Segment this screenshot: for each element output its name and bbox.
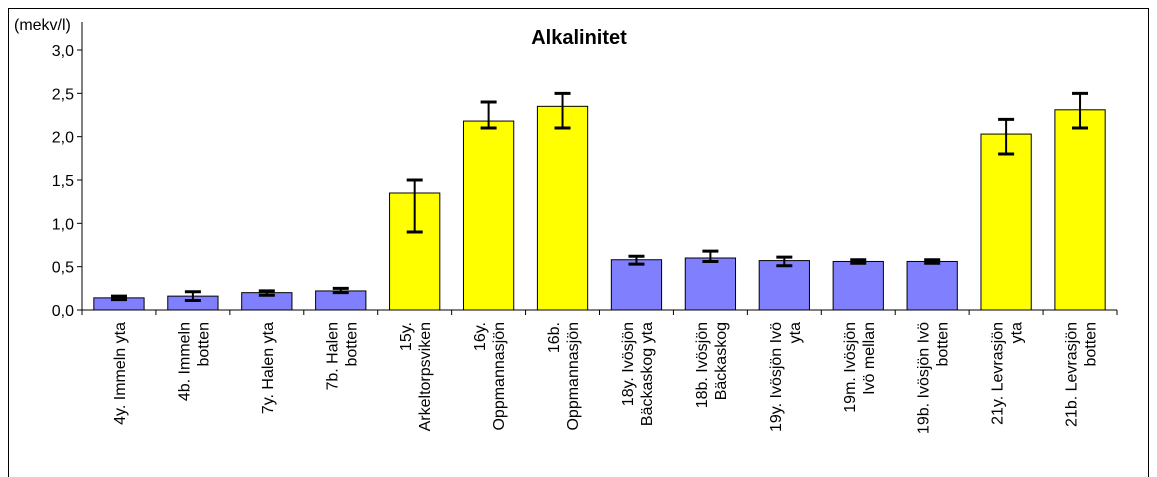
y-tick-label: 0,0 (52, 303, 74, 320)
y-tick-label: 1,0 (52, 216, 74, 233)
error-bar (998, 117, 1015, 156)
bar (610, 259, 663, 311)
error-bar (1072, 91, 1089, 130)
x-tick-label: 19y. Ivösjön Ivö yta (768, 322, 804, 432)
y-tick-label: 2,5 (52, 86, 74, 103)
x-tick-label: 18y. Ivösjön Bäckaskog yta (620, 322, 656, 426)
bars (93, 105, 1106, 311)
error-bar (628, 254, 645, 266)
error-bar (776, 255, 793, 268)
x-tick-label: 7b. Halen botten (324, 322, 360, 391)
bar (1054, 109, 1106, 311)
x-tick-label: 15y. Arkeltorpsviken (398, 322, 434, 431)
bar (980, 133, 1032, 311)
error-bar (702, 249, 719, 263)
x-tick-label: 4y. Immeln yta (112, 322, 129, 425)
bar (462, 120, 515, 311)
error-bar (554, 91, 571, 130)
error-bar (406, 178, 423, 234)
y-tick-label: 2,0 (52, 130, 74, 147)
x-tick-label: 18b. Ivösjön Bäckaskog (694, 322, 730, 408)
y-tick-label: 3,0 (52, 43, 74, 60)
error-bar (110, 294, 127, 302)
x-tick-label: 7y. Halen yta (260, 322, 277, 414)
chart-title: Alkalinitet (531, 27, 627, 49)
bar (536, 105, 589, 311)
error-bar (184, 290, 201, 302)
bar (832, 260, 884, 311)
error-bar (258, 289, 275, 297)
y-tick-label: 0,5 (52, 260, 74, 277)
error-bar (850, 258, 867, 265)
x-tick-label: 21b. Levrasjön botten (1064, 322, 1100, 427)
x-tick-label: 19b. Ivösjön Ivö botten (916, 322, 952, 434)
error-bar (332, 286, 349, 295)
y-tick-label: 1,5 (52, 173, 74, 190)
x-tick-label: 16y. Oppmannasjön (472, 322, 508, 431)
x-tick-label: 21y. Levrasjön yta (990, 322, 1026, 425)
bar (684, 257, 737, 311)
bar (758, 260, 810, 311)
x-axis-labels: 4y. Immeln yta 4b. Immeln botten 7y. Halen … (112, 322, 1100, 434)
x-tick-label: 19m. Ivösjön Ivö mellan (842, 322, 878, 413)
x-tick-label: 16b. Oppmannasjön (546, 322, 582, 431)
x-tick-label: 4b. Immeln botten (176, 322, 212, 401)
error-bars (110, 91, 1089, 302)
error-bar (480, 100, 497, 130)
y-axis-unit-label: (mekv/l) (14, 17, 71, 34)
bar (906, 260, 958, 311)
error-bar (924, 258, 941, 265)
